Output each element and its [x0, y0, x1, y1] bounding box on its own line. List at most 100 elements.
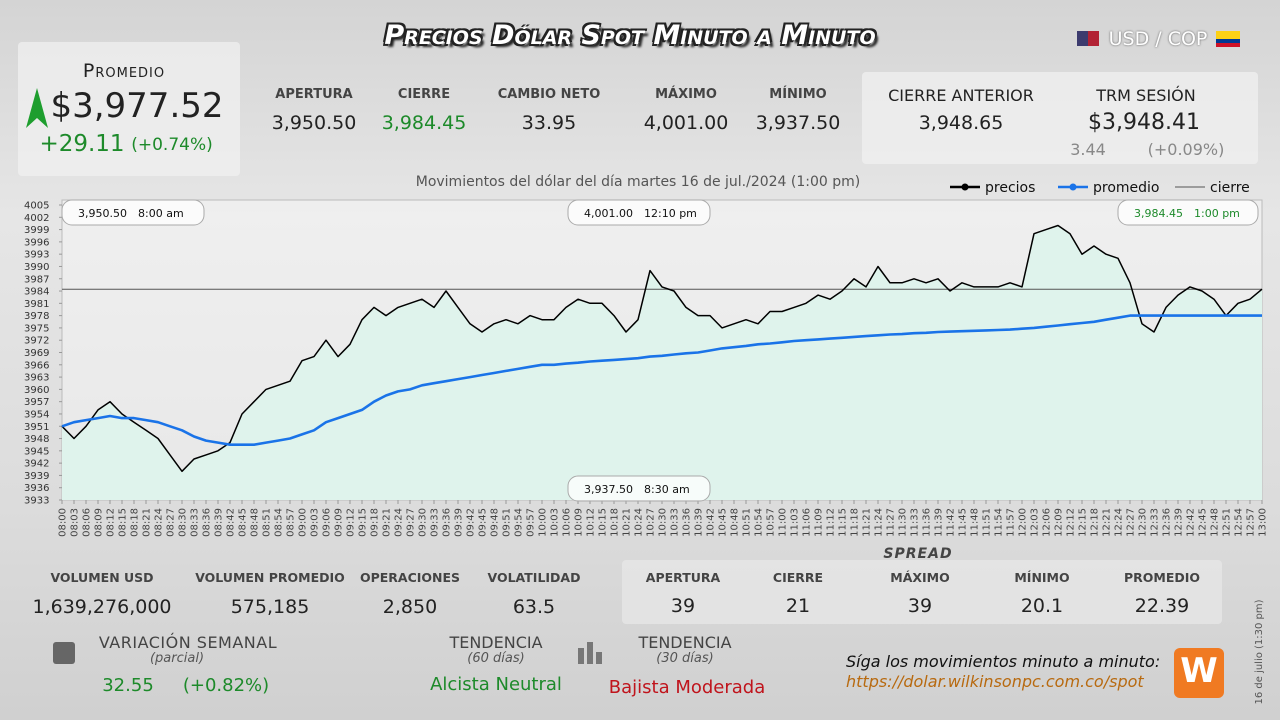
spread-panel [622, 560, 1222, 624]
x-tick-label: 09:48 [490, 508, 501, 537]
stat-value: 3,984.45 [381, 112, 467, 134]
x-tick-label: 08:03 [70, 508, 81, 537]
x-tick-label: 10:48 [730, 508, 741, 537]
y-tick-label: 3936 [24, 483, 49, 494]
x-tick-label: 11:09 [814, 508, 825, 537]
average-label: Promedio [82, 60, 166, 82]
volume-label: VOLUMEN USD [50, 570, 154, 585]
x-tick-label: 09:27 [406, 508, 417, 537]
x-tick-label: 08:18 [130, 508, 141, 537]
timestamp: 16 de julio (1:30 pm) [1254, 599, 1265, 704]
x-tick-label: 08:24 [154, 508, 165, 537]
x-tick-label: 08:00 [58, 508, 69, 537]
x-tick-label: 10:54 [754, 508, 765, 537]
x-tick-label: 09:51 [502, 508, 513, 537]
x-tick-label: 09:09 [334, 508, 345, 537]
x-tick-label: 09:57 [526, 508, 537, 537]
stat-value: 3,937.50 [755, 112, 841, 134]
x-tick-label: 11:51 [982, 508, 993, 537]
y-tick-label: 3933 [24, 496, 49, 507]
x-tick-label: 10:18 [610, 508, 621, 537]
x-tick-label: 12:33 [1150, 508, 1161, 537]
x-tick-label: 08:15 [118, 508, 129, 537]
x-tick-label: 10:42 [706, 508, 717, 537]
stat-label: CIERRE [397, 87, 451, 102]
annotation-value: 3,984.45 [1134, 207, 1183, 220]
x-tick-label: 11:06 [802, 508, 813, 537]
trend-sub: (60 días) [467, 651, 525, 666]
x-tick-label: 11:00 [778, 508, 789, 537]
stat-label: MÁXIMO [655, 87, 717, 102]
currency-pair: USD / COP [1108, 28, 1208, 50]
x-tick-label: 11:21 [862, 508, 873, 537]
logo-text: W [1180, 651, 1218, 691]
x-tick-label: 08:12 [106, 508, 117, 537]
y-tick-label: 3981 [24, 299, 49, 310]
x-tick-label: 09:39 [454, 508, 465, 537]
volume-value: 63.5 [512, 596, 556, 618]
cta: Síga los movimientos minuto a minuto: [846, 652, 1161, 671]
x-tick-label: 09:42 [466, 508, 477, 537]
x-tick-label: 10:03 [550, 508, 561, 537]
x-tick-label: 10:12 [586, 508, 597, 537]
x-tick-label: 09:00 [298, 508, 309, 537]
stat-label: APERTURA [275, 87, 353, 102]
y-tick-label: 3996 [24, 237, 49, 248]
series-line [61, 314, 1262, 446]
x-tick-label: 12:39 [1174, 508, 1185, 537]
chart-subtitle: Movimientos del dólar del día martes 16 … [416, 174, 861, 190]
x-tick-label: 08:42 [226, 508, 237, 537]
y-tick-label: 3942 [24, 459, 49, 470]
legend-label: precios [985, 180, 1035, 196]
title: Precios Dólar Spot Minuto a Minuto [384, 20, 876, 51]
y-tick-label: 3969 [24, 348, 49, 359]
spread-value: 39 [670, 595, 696, 617]
x-tick-label: 11:42 [946, 508, 957, 537]
annotation-box [567, 199, 711, 226]
average-panel [18, 42, 240, 176]
x-tick-label: 08:45 [238, 508, 249, 537]
annotation-box [61, 199, 205, 226]
x-tick-label: 12:42 [1186, 508, 1197, 537]
y-tick-label: 3990 [24, 262, 49, 273]
x-tick-label: 10:57 [766, 508, 777, 537]
average-change: +29.11 [39, 131, 125, 157]
x-tick-label: 11:12 [826, 508, 837, 537]
x-tick-label: 12:27 [1126, 508, 1137, 537]
x-tick-label: 08:27 [166, 508, 177, 537]
x-tick-label: 10:45 [718, 508, 729, 537]
x-tick-label: 12:03 [1030, 508, 1041, 537]
annotation-time: 12:10 pm [644, 207, 697, 220]
annotation-box [567, 475, 711, 502]
y-tick-label: 3999 [24, 225, 49, 236]
price-area [62, 225, 1262, 500]
legend-label: cierre [1210, 180, 1250, 196]
x-tick-label: 08:21 [142, 508, 153, 537]
stat-label: CAMBIO NETO [497, 87, 601, 102]
x-tick-label: 12:18 [1090, 508, 1101, 537]
y-tick-label: 3945 [24, 446, 49, 457]
x-tick-label: 10:39 [694, 508, 705, 537]
x-tick-label: 10:00 [538, 508, 549, 537]
stat-value: 4,001.00 [643, 112, 729, 134]
previous-close-value: 3,948.65 [918, 112, 1004, 134]
x-tick-label: 12:36 [1162, 508, 1173, 537]
spread-label: APERTURA [645, 570, 721, 585]
x-tick-label: 11:36 [922, 508, 933, 537]
x-tick-label: 10:06 [562, 508, 573, 537]
spread-value: 20.1 [1020, 595, 1064, 617]
x-tick-label: 11:33 [910, 508, 921, 537]
spread-value: 39 [907, 595, 933, 617]
x-tick-label: 10:09 [574, 508, 585, 537]
y-tick-label: 3984 [24, 287, 49, 298]
x-tick-label: 08:51 [262, 508, 273, 537]
y-tick-label: 3951 [24, 422, 49, 433]
x-tick-label: 08:09 [94, 508, 105, 537]
x-tick-label: 10:24 [634, 508, 645, 537]
x-tick-label: 09:03 [310, 508, 321, 537]
x-tick-label: 11:48 [970, 508, 981, 537]
x-tick-label: 11:54 [994, 508, 1005, 537]
x-tick-label: 09:24 [394, 508, 405, 537]
x-tick-label: 10:30 [658, 508, 669, 537]
